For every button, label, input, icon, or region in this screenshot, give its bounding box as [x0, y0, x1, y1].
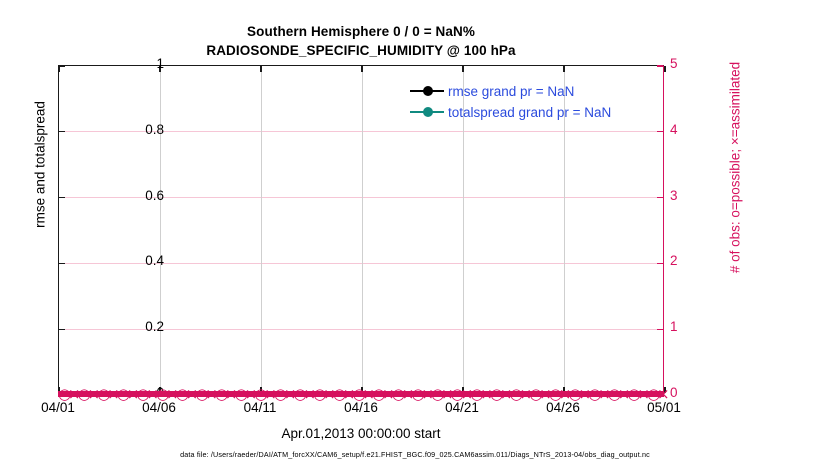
y-axis-left-tick [59, 65, 65, 67]
x-axis-tick-top [260, 66, 262, 72]
x-axis-tick [563, 387, 565, 393]
y-axis-right-tick [657, 196, 663, 199]
y-axis-right-tick-label: 5 [670, 56, 678, 71]
gridline-horizontal [59, 262, 663, 264]
x-axis-tick-top [563, 66, 565, 72]
y-axis-right-tick-label: 2 [670, 253, 678, 269]
x-axis-tick [159, 387, 161, 393]
y-axis-left-tick-label: 0.8 [145, 121, 164, 137]
x-axis-tick-top [58, 66, 60, 72]
y-axis-right-label: # of obs: o=possible; ×=assimilated [727, 61, 743, 274]
gridline-vertical [260, 66, 262, 393]
chart-title-block: Southern Hemisphere 0 / 0 = NaN% RADIOSO… [0, 22, 722, 60]
x-axis-tick [58, 387, 60, 393]
y-axis-right-tick-label: 4 [670, 121, 678, 137]
x-axis-tick-label: 04/26 [546, 400, 580, 415]
x-axis-tick-label: 04/01 [41, 400, 75, 415]
x-axis-tick-label: 05/01 [647, 400, 681, 415]
gridline-vertical [361, 66, 363, 393]
legend-item-rmse[interactable]: rmse grand pr = NaN [410, 82, 611, 100]
page-title: Southern Hemisphere 0 / 0 = NaN% [247, 24, 475, 39]
y-axis-left-tick [59, 262, 65, 265]
y-axis-left-tick-label: 0.2 [145, 319, 164, 335]
y-axis-left-tick-label: 0.6 [145, 187, 164, 203]
x-axis-tick-label: 04/21 [445, 400, 479, 415]
x-axis-tick [462, 387, 464, 393]
x-axis-tick-top [361, 66, 363, 72]
x-axis-tick [260, 387, 262, 393]
legend-label-totalspread: totalspread grand pr = NaN [448, 104, 612, 120]
y-axis-right-tick [657, 65, 663, 67]
x-axis-tick-label: 04/16 [344, 400, 378, 415]
x-axis-label: Apr.01,2013 00:00:00 start [281, 426, 441, 441]
y-axis-left-tick [59, 131, 65, 133]
x-axis-tick-top [462, 66, 464, 72]
gridline-horizontal [59, 131, 663, 133]
gridline-vertical [462, 66, 464, 393]
data-file-caption: data file: /Users/raeder/DAI/ATM_forcXX/… [180, 450, 650, 459]
chart-subtitle: RADIOSONDE_SPECIFIC_HUMIDITY @ 100 hPa [206, 43, 516, 58]
y-axis-left-tick-label: 1 [156, 56, 164, 71]
legend-marker-rmse-icon [410, 84, 444, 98]
y-axis-left-tick [59, 196, 65, 199]
y-axis-left-tick [59, 328, 65, 330]
plot-area [58, 65, 666, 396]
legend-item-totalspread[interactable]: totalspread grand pr = NaN [410, 103, 611, 121]
y-axis-right-tick-label: 3 [670, 187, 678, 203]
y-axis-right-tick-label: 0 [670, 385, 678, 400]
gridline-horizontal [59, 197, 663, 199]
x-axis-tick-label: 04/06 [142, 400, 176, 415]
x-axis-tick-top [664, 66, 666, 72]
y-axis-left-tick-label: 0.4 [145, 253, 164, 269]
chart-legend: rmse grand pr = NaN totalspread grand pr… [410, 82, 611, 121]
x-axis-tick [664, 387, 666, 393]
obs-zero-baseline [58, 391, 664, 397]
gridline-vertical [563, 66, 565, 393]
x-axis-tick [361, 387, 363, 393]
gridline-vertical [159, 66, 161, 393]
legend-label-rmse: rmse grand pr = NaN [448, 83, 575, 99]
gridline-horizontal [59, 328, 663, 330]
y-axis-left-label: rmse and totalspread [32, 101, 48, 228]
legend-marker-totalspread-icon [410, 105, 444, 119]
y-axis-right-tick [657, 131, 663, 133]
y-axis-right-tick [657, 328, 663, 330]
y-axis-right-tick-label: 1 [670, 319, 678, 335]
y-axis-right-tick [657, 262, 663, 265]
x-axis-tick-label: 04/11 [243, 400, 277, 415]
x-axis-tick-top [159, 66, 161, 72]
